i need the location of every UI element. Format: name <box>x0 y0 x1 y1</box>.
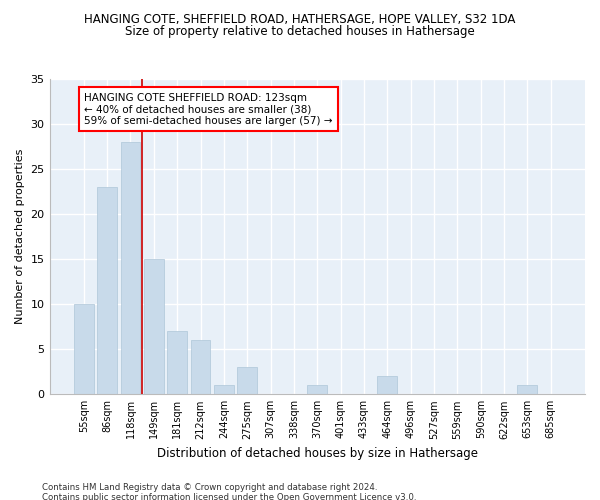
Bar <box>307 386 327 394</box>
Bar <box>97 187 117 394</box>
Bar <box>238 368 257 394</box>
Bar <box>144 259 164 394</box>
Bar <box>214 386 234 394</box>
Bar <box>74 304 94 394</box>
Bar <box>121 142 140 395</box>
Text: HANGING COTE SHEFFIELD ROAD: 123sqm
← 40% of detached houses are smaller (38)
59: HANGING COTE SHEFFIELD ROAD: 123sqm ← 40… <box>84 92 333 126</box>
Bar <box>167 331 187 394</box>
X-axis label: Distribution of detached houses by size in Hathersage: Distribution of detached houses by size … <box>157 447 478 460</box>
Text: Contains HM Land Registry data © Crown copyright and database right 2024.: Contains HM Land Registry data © Crown c… <box>42 482 377 492</box>
Bar <box>517 386 538 394</box>
Text: Contains public sector information licensed under the Open Government Licence v3: Contains public sector information licen… <box>42 492 416 500</box>
Bar <box>191 340 211 394</box>
Bar <box>377 376 397 394</box>
Text: Size of property relative to detached houses in Hathersage: Size of property relative to detached ho… <box>125 25 475 38</box>
Text: HANGING COTE, SHEFFIELD ROAD, HATHERSAGE, HOPE VALLEY, S32 1DA: HANGING COTE, SHEFFIELD ROAD, HATHERSAGE… <box>85 12 515 26</box>
Y-axis label: Number of detached properties: Number of detached properties <box>15 149 25 324</box>
